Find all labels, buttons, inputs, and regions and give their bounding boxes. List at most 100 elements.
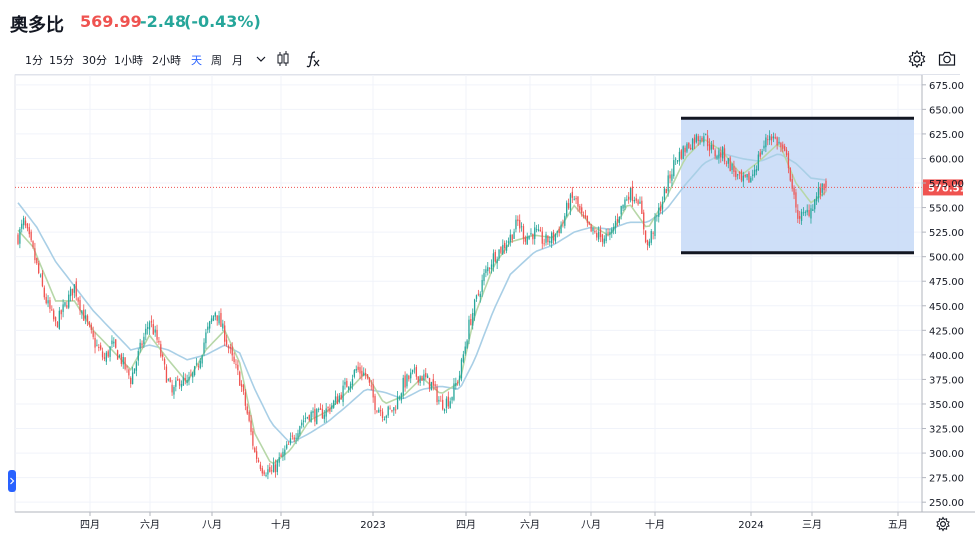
candle-body — [517, 219, 519, 222]
chevron-down-icon[interactable] — [251, 49, 271, 69]
candle — [355, 365, 357, 374]
y-tick-label: 650.00 — [929, 105, 964, 116]
candle-body — [64, 302, 66, 306]
candle-body — [675, 158, 677, 160]
candle-body — [175, 380, 177, 387]
candle — [793, 185, 795, 200]
candle-body — [445, 398, 448, 409]
candle-body — [58, 310, 60, 329]
candle-body — [695, 134, 698, 143]
candle-body — [287, 444, 290, 445]
candle-body — [214, 312, 216, 317]
candle-body — [599, 229, 602, 238]
timeframe-30m-button[interactable]: 30分 — [82, 54, 107, 67]
candle-body — [782, 144, 784, 149]
candle — [357, 361, 359, 373]
expand-legend-icon[interactable] — [24, 83, 38, 97]
timeframe-1h-button[interactable]: 1小時 — [114, 54, 143, 67]
candle — [282, 448, 284, 461]
timeframe-15m-button[interactable]: 15分 — [49, 54, 74, 67]
candle-body — [665, 188, 667, 194]
candle — [733, 160, 735, 177]
candle-body — [100, 345, 102, 350]
candle-body — [438, 399, 440, 402]
candle — [753, 165, 756, 178]
candle — [94, 332, 96, 354]
candle — [393, 407, 395, 417]
candle — [488, 267, 491, 274]
candle-body — [340, 394, 342, 400]
candle-body — [746, 173, 748, 178]
candle-body — [421, 376, 423, 381]
axis-settings-gear-icon[interactable] — [935, 516, 951, 532]
candle — [105, 350, 107, 365]
candle — [214, 311, 216, 321]
timeframe-1d-button[interactable]: 天 — [191, 54, 202, 67]
candle — [135, 360, 138, 377]
candle — [547, 235, 549, 245]
candle — [210, 315, 213, 324]
gear-icon[interactable] — [907, 49, 927, 69]
candle-body — [171, 384, 173, 393]
candle — [635, 193, 637, 204]
candle — [720, 146, 722, 163]
timeframe-1mo-button[interactable]: 月 — [232, 54, 243, 67]
scroll-handle[interactable] — [8, 470, 16, 492]
candle — [128, 368, 130, 379]
x-tick-label: 十月 — [645, 518, 665, 531]
candle-body — [69, 288, 72, 297]
candle — [496, 256, 498, 270]
candle — [705, 133, 707, 136]
candle-body — [577, 196, 579, 207]
candle — [333, 399, 335, 409]
time-axis: 四月 六月 八月 十月 2023 四月 六月 八月 十月 2024 三月 五月 — [15, 511, 975, 531]
candle-body — [68, 294, 70, 308]
candle-body — [652, 232, 654, 234]
candle — [130, 376, 132, 388]
chevron-down-icon[interactable] — [114, 82, 126, 99]
candle-body — [810, 208, 812, 219]
candle — [611, 227, 613, 238]
candle — [539, 226, 542, 232]
candle-body — [648, 241, 651, 247]
candle-body — [364, 372, 367, 375]
candle — [304, 412, 307, 423]
candle — [265, 472, 267, 478]
candle-body — [507, 241, 510, 243]
candle — [614, 215, 617, 234]
candle — [806, 204, 808, 216]
candle-body — [733, 166, 735, 172]
x-tick-label: 八月 — [581, 519, 601, 531]
candle — [590, 223, 592, 233]
legend-symbol[interactable]: ADBE, 1天 — [49, 84, 111, 98]
candle — [479, 291, 481, 303]
candle — [652, 231, 654, 240]
timeframe-2h-button[interactable]: 2小時 — [152, 54, 181, 67]
candle-body — [177, 379, 179, 381]
indicators-fx-icon[interactable] — [303, 49, 323, 69]
candle-body — [453, 383, 455, 400]
candle — [622, 204, 624, 212]
candle-body — [398, 397, 401, 399]
candlestick-icon[interactable] — [273, 49, 293, 69]
camera-icon[interactable] — [937, 49, 957, 69]
candle-body — [32, 241, 34, 248]
candle — [116, 349, 119, 360]
candle-body — [17, 234, 19, 244]
price-axis: 250.00 275.00 300.00 325.00 350.00 375.00 400.… — [921, 75, 964, 512]
candle — [650, 228, 652, 246]
candle — [750, 176, 752, 183]
candle — [334, 390, 337, 405]
candle — [220, 308, 222, 327]
candle-body — [823, 183, 825, 191]
timeframe-1w-button[interactable]: 周 — [211, 54, 222, 67]
candle — [443, 408, 446, 414]
candle — [319, 403, 322, 410]
candle-body — [408, 375, 410, 380]
candle-body — [825, 180, 827, 188]
candle — [626, 195, 628, 202]
candle-body — [479, 293, 481, 298]
candle — [582, 211, 585, 219]
timeframe-1m-button[interactable]: 1分 — [25, 54, 43, 67]
candle — [532, 233, 534, 245]
